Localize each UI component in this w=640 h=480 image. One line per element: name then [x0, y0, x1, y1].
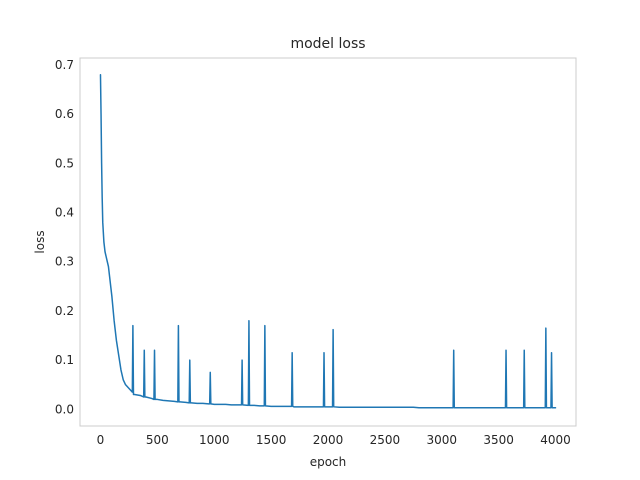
y-tick-label: 0.2: [55, 304, 74, 318]
ticks: 0 500 1000 1500 2000 2500 3000 3500 4000 0.0 0.1 0.…: [55, 58, 571, 447]
x-axis-label: epoch: [310, 455, 347, 469]
x-tick-label: 0: [97, 433, 105, 447]
y-axis-label: loss: [33, 230, 47, 253]
y-tick-label: 0.7: [55, 58, 74, 72]
y-tick-label: 0.1: [55, 353, 74, 367]
x-tick-label: 2000: [313, 433, 344, 447]
x-tick-label: 500: [146, 433, 169, 447]
y-tick-label: 0.4: [55, 205, 74, 219]
series-layer: [99, 73, 557, 409]
x-tick-label: 1500: [256, 433, 287, 447]
loss-series-line: [99, 73, 557, 409]
x-tick-label: 4000: [540, 433, 571, 447]
x-tick-label: 3500: [483, 433, 514, 447]
x-tick-label: 1000: [199, 433, 230, 447]
x-tick-label: 3000: [426, 433, 457, 447]
x-tick-label: 2500: [370, 433, 401, 447]
plot-area: [79, 57, 577, 427]
y-tick-label: 0.0: [55, 402, 74, 416]
y-tick-label: 0.5: [55, 156, 74, 170]
y-tick-label: 0.6: [55, 107, 74, 121]
chart-title: model loss: [290, 36, 365, 52]
y-tick-label: 0.3: [55, 255, 74, 269]
